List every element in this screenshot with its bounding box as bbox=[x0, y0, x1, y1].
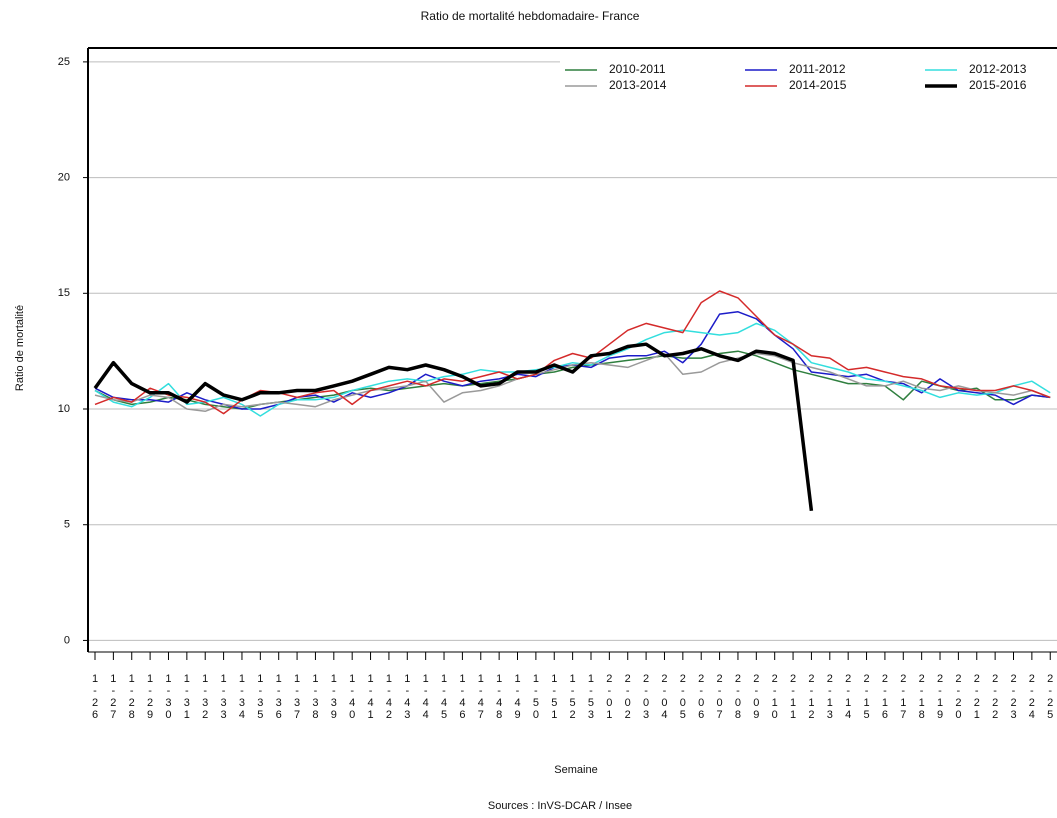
legend-label: 2010-2011 bbox=[609, 62, 666, 76]
x-tick-label: 2-05 bbox=[677, 673, 689, 721]
x-tick-label: 2-21 bbox=[971, 673, 983, 721]
x-tick-label: 2-04 bbox=[658, 673, 670, 721]
x-tick-label: 2-07 bbox=[714, 673, 726, 721]
x-tick-label: 1-41 bbox=[365, 673, 377, 721]
legend-label: 2015-2016 bbox=[969, 78, 1027, 92]
x-tick-label: 2-20 bbox=[952, 673, 964, 721]
x-tick-label: 1-42 bbox=[383, 673, 395, 721]
x-tick-label: 2-19 bbox=[934, 673, 946, 721]
x-tick-label: 2-11 bbox=[787, 673, 799, 721]
x-tick-label: 1-51 bbox=[548, 673, 560, 721]
series-line bbox=[94, 352, 1051, 413]
x-tick-label: 1-47 bbox=[475, 673, 487, 721]
y-tick-label: 15 bbox=[58, 287, 70, 299]
y-tick-label: 10 bbox=[58, 403, 70, 415]
x-tick-label: 1-34 bbox=[236, 673, 248, 721]
x-tick-label: 2-12 bbox=[805, 673, 817, 721]
x-tick-label: 1-32 bbox=[199, 673, 211, 721]
x-tick-label: 1-37 bbox=[291, 673, 303, 721]
x-tick-label: 2-16 bbox=[879, 673, 891, 721]
x-tick-label: 1-40 bbox=[346, 673, 358, 721]
x-tick-label: 1-36 bbox=[273, 673, 285, 721]
legend-label: 2014-2015 bbox=[789, 78, 847, 92]
x-tick-label: 2-22 bbox=[989, 673, 1001, 721]
legend-label: 2012-2013 bbox=[969, 62, 1027, 76]
x-tick-label: 2-24 bbox=[1026, 673, 1038, 721]
legend-label: 2011-2012 bbox=[789, 62, 846, 76]
x-tick-label: 2-01 bbox=[603, 673, 615, 721]
x-tick-label: 1-38 bbox=[309, 673, 321, 721]
x-tick-label: 2-02 bbox=[622, 673, 634, 721]
x-tick-label: 2-10 bbox=[769, 673, 781, 721]
x-tick-label: 2-13 bbox=[824, 673, 836, 721]
x-tick-label: 2-18 bbox=[916, 673, 928, 721]
y-tick-label: 25 bbox=[58, 56, 70, 68]
x-tick-label: 1-49 bbox=[512, 673, 524, 721]
chart-title: Ratio de mortalité hebdomadaire- France bbox=[421, 9, 640, 23]
y-tick-label: 20 bbox=[58, 172, 70, 184]
x-tick-label: 1-28 bbox=[126, 673, 138, 721]
series-line bbox=[93, 342, 814, 512]
x-tick-label: 1-44 bbox=[420, 673, 432, 721]
y-axis-label: Ratio de mortalité bbox=[14, 305, 26, 391]
x-tick-label: 2-09 bbox=[750, 673, 762, 721]
y-tick-label: 5 bbox=[64, 519, 70, 531]
series-line bbox=[94, 311, 1051, 410]
x-tick-label: 1-29 bbox=[144, 673, 156, 721]
x-tick-label: 1-48 bbox=[493, 673, 505, 721]
x-tick-label: 1-31 bbox=[181, 673, 193, 721]
x-tick-label: 1-26 bbox=[89, 673, 101, 721]
x-tick-label: 1-33 bbox=[218, 673, 230, 721]
x-tick-label: 2-03 bbox=[640, 673, 652, 721]
x-tick-label: 1-35 bbox=[254, 673, 266, 721]
source-note: Sources : InVS-DCAR / Insee bbox=[488, 800, 632, 812]
x-tick-label: 1-30 bbox=[162, 673, 174, 721]
x-tick-label: 1-45 bbox=[438, 673, 450, 721]
x-tick-label: 2-15 bbox=[861, 673, 873, 721]
x-tick-label: 1-52 bbox=[567, 673, 579, 721]
x-tick-label: 1-46 bbox=[456, 673, 468, 721]
y-tick-label: 0 bbox=[64, 634, 70, 646]
x-tick-label: 1-53 bbox=[585, 673, 597, 721]
legend-background bbox=[560, 58, 1057, 96]
x-tick-label: 1-27 bbox=[107, 673, 119, 721]
x-tick-label: 1-50 bbox=[530, 673, 542, 721]
x-tick-label: 1-43 bbox=[401, 673, 413, 721]
x-tick-label: 1-39 bbox=[328, 673, 340, 721]
series-line bbox=[94, 350, 1051, 410]
series-line bbox=[94, 322, 1051, 417]
x-tick-label: 2-14 bbox=[842, 673, 854, 721]
x-tick-label: 2-23 bbox=[1008, 673, 1020, 721]
x-axis-label: Semaine bbox=[554, 764, 597, 776]
x-tick-label: 2-17 bbox=[897, 673, 909, 721]
x-tick-label: 2-08 bbox=[732, 673, 744, 721]
legend-label: 2013-2014 bbox=[609, 78, 667, 92]
x-tick-label: 2-25 bbox=[1044, 673, 1056, 721]
x-tick-label: 2-06 bbox=[695, 673, 707, 721]
legend: 2010-2011 2011-2012 2012-2013 2013-2014 2014… bbox=[560, 58, 1057, 96]
